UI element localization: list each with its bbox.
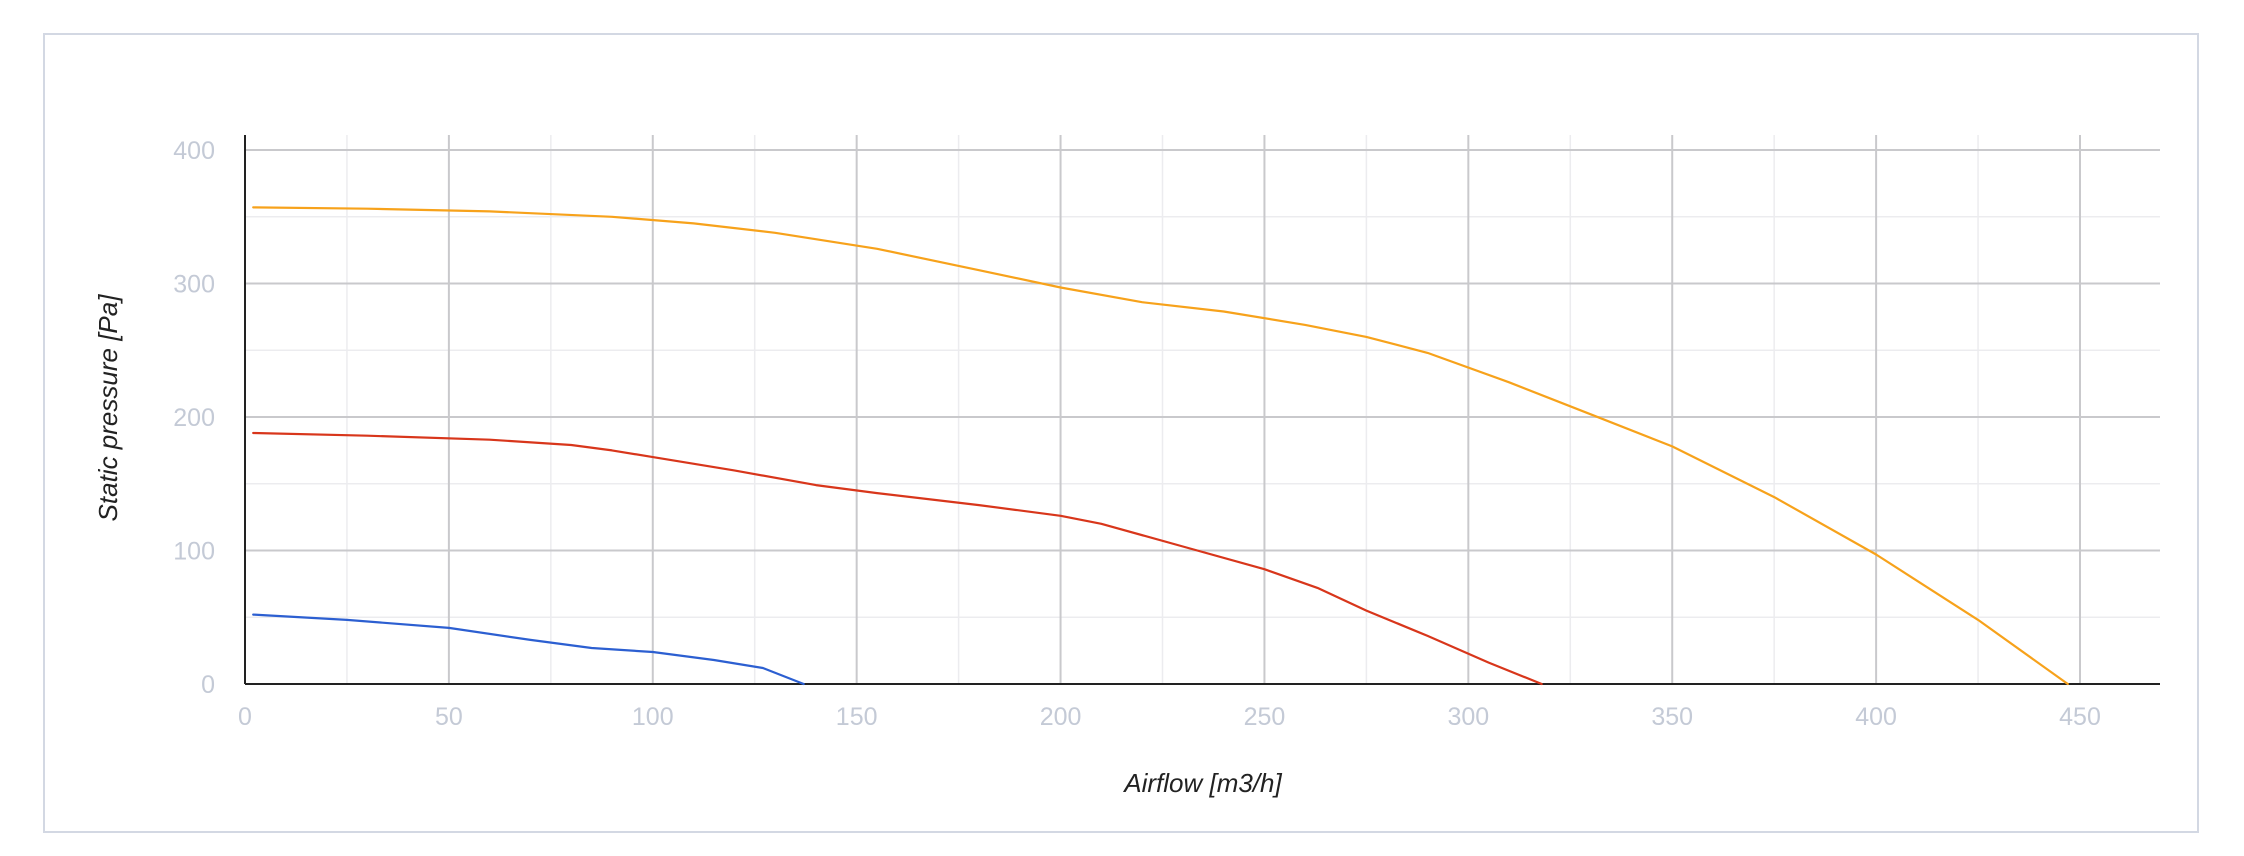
y-axis-title: Static pressure [Pa] — [93, 294, 123, 522]
y-tick-label: 0 — [201, 671, 215, 699]
tick-layer: 0 50 100 150 200 250 300 350 400 450 0 100 200 300 400 — [173, 137, 2101, 731]
x-tick-label: 400 — [1855, 703, 1897, 731]
x-axis-title: Airflow [m3/h] — [1122, 768, 1282, 798]
grid-layer — [245, 135, 2160, 684]
chart-frame — [43, 33, 2199, 833]
series-layer — [252, 206, 2069, 686]
x-tick-label: 250 — [1244, 703, 1286, 731]
x-tick-label: 450 — [2059, 703, 2101, 731]
x-tick-label: 300 — [1447, 703, 1489, 731]
x-tick-label: 50 — [435, 703, 463, 731]
y-tick-label: 400 — [173, 137, 215, 165]
y-tick-label: 100 — [173, 538, 215, 566]
series-line-3 — [252, 613, 805, 686]
x-tick-label: 0 — [238, 703, 252, 731]
axis-layer — [244, 135, 2160, 685]
y-tick-label: 300 — [173, 271, 215, 299]
x-tick-label: 100 — [632, 703, 674, 731]
x-tick-label: 350 — [1651, 703, 1693, 731]
series-line-1 — [252, 206, 2069, 686]
x-tick-label: 200 — [1040, 703, 1082, 731]
y-tick-label: 200 — [173, 404, 215, 432]
x-tick-label: 150 — [836, 703, 878, 731]
series-line-2 — [252, 431, 1543, 686]
